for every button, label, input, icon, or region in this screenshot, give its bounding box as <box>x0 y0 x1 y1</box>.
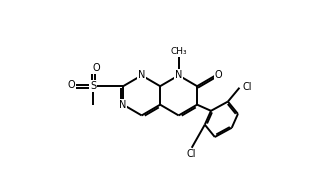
Text: O: O <box>92 63 100 73</box>
Text: Cl: Cl <box>243 82 252 92</box>
Text: S: S <box>90 81 96 91</box>
Text: N: N <box>119 100 126 110</box>
Text: CH₃: CH₃ <box>170 47 187 56</box>
Text: Cl: Cl <box>187 149 196 159</box>
Text: N: N <box>138 70 145 80</box>
Text: O: O <box>68 80 76 90</box>
Text: O: O <box>215 70 222 80</box>
Text: N: N <box>175 70 182 80</box>
